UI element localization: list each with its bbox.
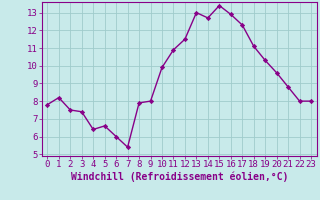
X-axis label: Windchill (Refroidissement éolien,°C): Windchill (Refroidissement éolien,°C): [70, 172, 288, 182]
